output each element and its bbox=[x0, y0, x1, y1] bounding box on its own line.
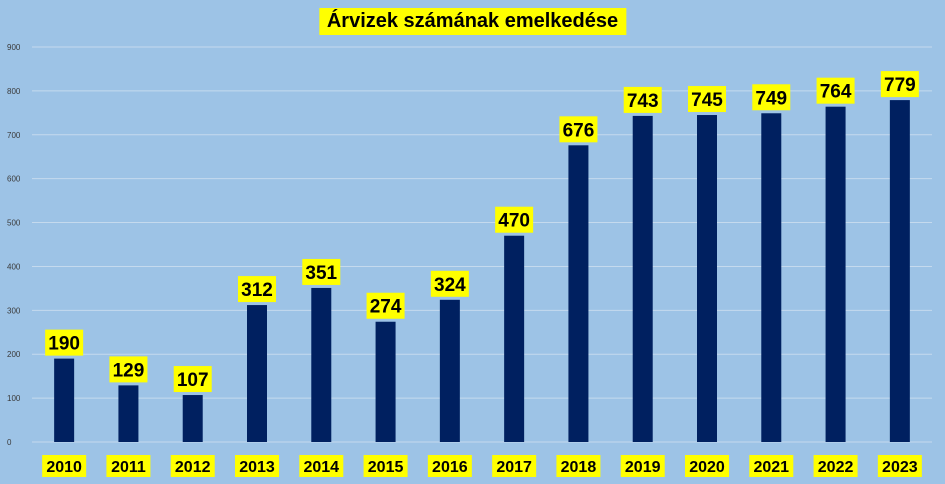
bar-2020 bbox=[697, 115, 717, 443]
x-tick-label: 2021 bbox=[753, 459, 789, 476]
x-tick-label: 2017 bbox=[496, 459, 532, 476]
y-tick-label: 600 bbox=[7, 175, 21, 184]
data-label: 779 bbox=[884, 75, 916, 96]
y-tick-label: 500 bbox=[7, 219, 21, 228]
bar-2014 bbox=[311, 287, 332, 442]
x-label-bg bbox=[492, 455, 537, 477]
bar-2010 bbox=[54, 358, 75, 442]
x-label-bg bbox=[170, 455, 215, 477]
data-label-bg bbox=[302, 258, 341, 285]
data-label: 351 bbox=[305, 263, 337, 284]
x-tick-label: 2020 bbox=[689, 459, 725, 476]
data-label-bg bbox=[45, 329, 84, 356]
y-tick-label: 100 bbox=[7, 394, 21, 403]
x-label-bg bbox=[685, 455, 729, 477]
chart-title: Árvizek számának emelkedése bbox=[318, 8, 627, 35]
y-tick-label: 900 bbox=[7, 43, 21, 52]
x-label-bg bbox=[235, 455, 279, 477]
x-tick-label: 2011 bbox=[111, 459, 146, 476]
x-tick-label: 2023 bbox=[882, 459, 918, 476]
x-label-bg bbox=[106, 455, 151, 477]
x-label-bg bbox=[877, 455, 922, 477]
data-label-bg bbox=[109, 356, 148, 383]
data-label: 470 bbox=[498, 211, 530, 232]
x-label-bg bbox=[749, 455, 794, 477]
data-label: 129 bbox=[113, 360, 145, 381]
x-tick-label: 2022 bbox=[818, 459, 854, 476]
bar-2015 bbox=[375, 321, 396, 442]
data-label-bg bbox=[559, 116, 598, 143]
data-label-bg bbox=[366, 292, 405, 319]
data-label: 274 bbox=[370, 297, 402, 318]
data-label: 676 bbox=[563, 120, 595, 141]
data-label: 749 bbox=[755, 88, 787, 109]
x-label-bg bbox=[299, 455, 344, 477]
x-label-bg bbox=[620, 455, 665, 477]
data-label: 107 bbox=[177, 370, 209, 391]
bar-2022 bbox=[825, 106, 846, 442]
x-label-bg bbox=[363, 455, 408, 477]
bar-2017 bbox=[504, 235, 525, 442]
x-tick-label: 2010 bbox=[46, 459, 82, 476]
data-label: 743 bbox=[627, 91, 659, 112]
y-tick-label: 0 bbox=[7, 438, 12, 447]
y-tick-label: 300 bbox=[7, 306, 21, 315]
x-tick-label: 2013 bbox=[239, 459, 275, 476]
y-tick-label: 400 bbox=[7, 262, 21, 271]
y-tick-label: 700 bbox=[7, 131, 21, 140]
data-label: 745 bbox=[691, 90, 723, 111]
data-label-bg bbox=[173, 366, 212, 393]
data-label-bg bbox=[688, 86, 726, 113]
data-label-bg bbox=[816, 77, 855, 104]
data-label-bg bbox=[430, 270, 469, 297]
y-tick-label: 200 bbox=[7, 350, 21, 359]
data-label-bg bbox=[495, 206, 534, 233]
data-label: 324 bbox=[434, 275, 466, 296]
bar-2021 bbox=[761, 113, 782, 443]
x-tick-label: 2012 bbox=[175, 459, 211, 476]
data-label: 190 bbox=[48, 334, 80, 355]
bar-2018 bbox=[568, 145, 589, 443]
data-label: 312 bbox=[241, 280, 273, 301]
x-label-bg bbox=[813, 455, 858, 477]
data-label-bg bbox=[880, 71, 919, 98]
bar-2011 bbox=[118, 385, 139, 442]
bar-2013 bbox=[247, 305, 267, 442]
x-label-bg bbox=[42, 455, 87, 477]
bar-2016 bbox=[439, 299, 460, 442]
bar-2019 bbox=[632, 115, 653, 443]
data-label-bg bbox=[238, 276, 276, 303]
data-label-bg bbox=[623, 86, 662, 113]
x-tick-label: 2019 bbox=[625, 459, 661, 476]
bar-2012 bbox=[182, 395, 203, 442]
x-tick-label: 2015 bbox=[368, 459, 404, 476]
bar-2023 bbox=[889, 100, 910, 442]
x-label-bg bbox=[556, 455, 601, 477]
x-label-bg bbox=[427, 455, 472, 477]
x-tick-label: 2018 bbox=[561, 459, 597, 476]
y-tick-label: 800 bbox=[7, 87, 21, 96]
x-tick-label: 2016 bbox=[432, 459, 468, 476]
data-label-bg bbox=[752, 84, 791, 111]
data-label: 764 bbox=[820, 82, 852, 103]
x-tick-label: 2014 bbox=[303, 459, 339, 476]
